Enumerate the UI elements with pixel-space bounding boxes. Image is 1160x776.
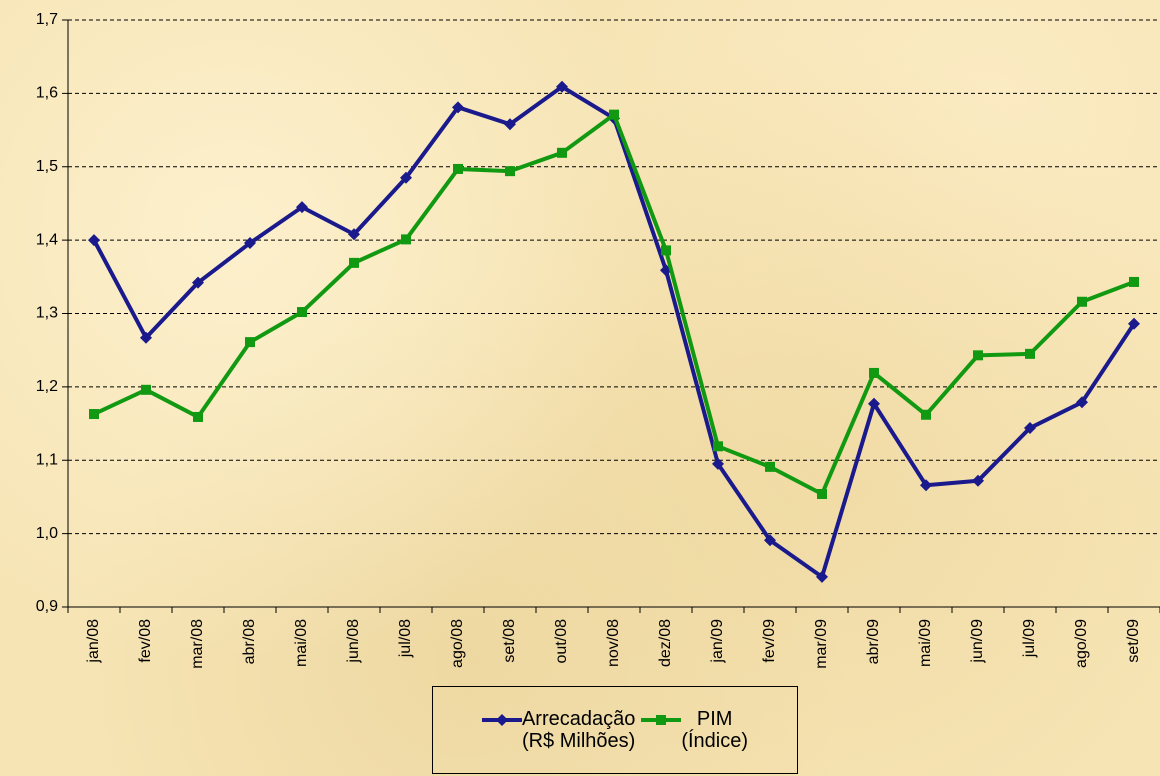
legend-item: PIM (Índice) (641, 708, 748, 752)
marker (1024, 421, 1036, 434)
marker (556, 80, 568, 93)
x-tick-label: mar/08 (189, 619, 206, 669)
x-tick-label: mai/08 (293, 619, 310, 667)
marker (972, 474, 984, 487)
y-tick-label: 1,5 (36, 158, 58, 175)
marker (296, 201, 308, 214)
y-tick-label: 1,7 (36, 11, 58, 28)
y-tick-label: 1,0 (36, 525, 58, 542)
marker (141, 384, 151, 395)
marker (973, 350, 983, 361)
y-tick-label: 1,1 (36, 451, 58, 468)
legend-swatch (641, 715, 682, 725)
x-tick-label: ago/09 (1073, 619, 1090, 668)
marker (609, 109, 619, 120)
x-tick-label: dez/08 (657, 619, 674, 667)
x-tick-label: jun/09 (969, 619, 986, 664)
legend-label: PIM (Índice) (681, 708, 749, 752)
y-tick-label: 0,9 (36, 598, 58, 615)
marker (193, 411, 203, 422)
marker (348, 228, 360, 241)
x-tick-label: out/08 (553, 619, 570, 664)
marker (192, 276, 204, 289)
marker (1128, 317, 1140, 330)
marker (297, 307, 307, 318)
marker (401, 234, 411, 245)
marker (920, 479, 932, 492)
series-line (92, 84, 1136, 579)
marker (869, 367, 879, 378)
marker (452, 101, 464, 114)
x-tick-label: jan/09 (709, 619, 726, 664)
y-tick-label: 1,3 (36, 305, 58, 322)
marker (504, 118, 516, 131)
marker (764, 534, 776, 547)
x-tick-label: abr/08 (241, 619, 258, 664)
x-tick-label: set/09 (1125, 619, 1142, 663)
x-tick-label: jul/08 (397, 619, 414, 658)
x-tick-label: mai/09 (917, 619, 934, 667)
marker (244, 237, 256, 250)
legend-item: Arrecadação (R$ Milhões) (481, 708, 636, 752)
marker (89, 409, 99, 420)
legend-label: Arrecadação (R$ Milhões) (521, 708, 636, 752)
y-tick-label: 1,2 (36, 378, 58, 395)
legend: Arrecadação (R$ Milhões) PIM (Índice) (432, 686, 798, 774)
legend-swatch (481, 714, 522, 726)
marker (868, 397, 880, 410)
x-tick-label: fev/09 (761, 619, 778, 663)
legend-marker (495, 714, 508, 726)
y-tick-label: 1,6 (36, 85, 58, 102)
x-tick-label: fev/08 (137, 619, 154, 663)
x-tick-label: abr/09 (865, 619, 882, 664)
x-tick-label: nov/08 (605, 619, 622, 667)
marker (661, 245, 671, 256)
chart: 0,9 1,0 1,1 1,2 1,3 1,4 1,5 1,6 1,7 jan/08 fev/08 m… (36, 11, 1160, 669)
x-tick-label: set/08 (501, 619, 518, 663)
marker (557, 147, 567, 158)
y-tick-label: 1,4 (36, 231, 58, 248)
marker (921, 409, 931, 420)
marker (88, 234, 100, 247)
marker (453, 163, 463, 174)
marker (1077, 296, 1087, 307)
marker (816, 570, 828, 583)
marker (712, 457, 724, 470)
x-tick-label: mar/09 (813, 619, 830, 669)
x-tick-label: jul/09 (1021, 619, 1038, 658)
marker (1129, 276, 1139, 287)
marker (817, 489, 827, 500)
marker (1025, 348, 1035, 359)
legend-marker (656, 715, 667, 725)
x-tick-label: jan/08 (85, 619, 102, 664)
marker (245, 337, 255, 348)
marker (349, 257, 359, 268)
marker (713, 441, 723, 452)
series-line (93, 112, 1135, 497)
marker (1076, 396, 1088, 409)
x-tick-label: jun/08 (345, 619, 362, 664)
x-tick-label: ago/08 (449, 619, 466, 668)
marker (505, 166, 515, 177)
marker (765, 461, 775, 472)
marker (140, 331, 152, 344)
marker (400, 171, 412, 184)
